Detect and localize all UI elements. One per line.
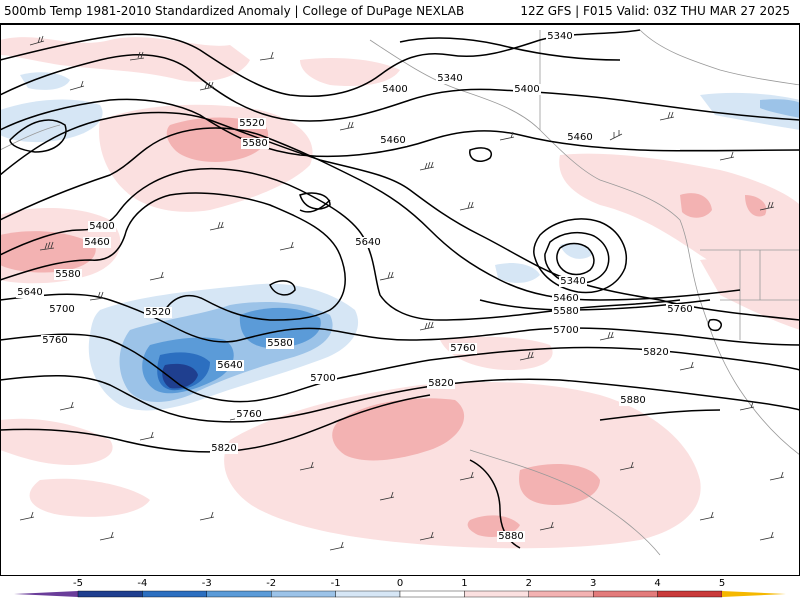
- colorbar-tick-labels: -5 -4 -3 -2 -1 0 1 2 3 4 5: [73, 578, 725, 589]
- svg-text:5760: 5760: [667, 304, 692, 315]
- colorbar-segment: [657, 590, 723, 598]
- contour-label: 5340: [547, 31, 572, 42]
- contour-label: 5580: [242, 138, 267, 149]
- colorbar-tick-label: -1: [331, 578, 341, 589]
- colorbar-tick-label: -2: [266, 578, 276, 589]
- contour-label: 5760: [450, 343, 475, 354]
- colorbar-tick-label: 0: [397, 578, 403, 589]
- contour-labels: 5340 5340 5400 5400 5460 5460 5520 5580 …: [16, 31, 670, 542]
- colorbar-segment: [528, 590, 594, 598]
- colorbar-segment: [206, 590, 272, 598]
- model-run-info: 12Z GFS | F015 Valid: 03Z THU MAR 27 202…: [520, 4, 790, 18]
- contour-label: 5400: [382, 84, 407, 95]
- wind-barbs: [19, 35, 785, 551]
- contour-label: 5700: [49, 304, 74, 315]
- colorbar-extend-high: [722, 591, 786, 597]
- contour-label: 5520: [145, 307, 170, 318]
- colorbar-tick-label: -5: [73, 578, 83, 589]
- strong-warm-anomaly: [0, 117, 767, 537]
- contour-label: 5580: [553, 306, 578, 317]
- contour-label: 5700: [310, 373, 335, 384]
- colorbar-segment: [271, 590, 336, 598]
- colorbar-segments: [14, 590, 786, 598]
- contour-label: 5760: [236, 409, 261, 420]
- colorbar-tick-label: -4: [137, 578, 147, 589]
- title-bar: 500mb Temp 1981-2010 Standardized Anomal…: [0, 0, 800, 24]
- contour-label: 5460: [553, 293, 578, 304]
- contour-label: 5460: [380, 135, 405, 146]
- contour-label: 5580: [267, 338, 292, 349]
- contour-label: 5640: [17, 287, 42, 298]
- map-title: 500mb Temp 1981-2010 Standardized Anomal…: [4, 4, 465, 18]
- contour-label: 5760: [42, 335, 67, 346]
- contour-label: 5820: [211, 443, 236, 454]
- map-canvas: 5340 5340 5400 5400 5460 5460 5520 5580 …: [0, 24, 800, 576]
- contour-label: 5700: [553, 325, 578, 336]
- colorbar-svg: -5 -4 -3 -2 -1 0 1 2 3 4 5: [14, 578, 786, 598]
- colorbar-segment: [399, 590, 465, 598]
- colorbar-segment: [77, 590, 143, 598]
- contour-label: 5400: [514, 84, 539, 95]
- contour-label: 5400: [89, 221, 114, 232]
- contour-label: 5460: [84, 237, 109, 248]
- colorbar-segment: [593, 590, 658, 598]
- contour-label: 5880: [620, 395, 645, 406]
- contour-label: 5580: [55, 269, 80, 280]
- colorbar-extend-low: [14, 591, 78, 597]
- colorbar-segment: [464, 590, 529, 598]
- colorbar-segment: [335, 590, 401, 598]
- colorbar-tick-label: 4: [654, 578, 660, 589]
- contour-label: 5340: [437, 73, 462, 84]
- contour-label: 5520: [239, 118, 264, 129]
- colorbar-tick-label: 2: [526, 578, 532, 589]
- colorbar-tick-label: 3: [590, 578, 596, 589]
- anomaly-colorbar: -5 -4 -3 -2 -1 0 1 2 3 4 5: [0, 574, 800, 600]
- contour-label: 5640: [217, 360, 242, 371]
- contour-label: 5460: [567, 132, 592, 143]
- colorbar-tick-label: 1: [461, 578, 467, 589]
- contour-label: 5820: [643, 347, 668, 358]
- contour-label-5760-east: 5760: [666, 304, 694, 315]
- contour-label: 5820: [428, 378, 453, 389]
- contour-label: 5880: [498, 531, 523, 542]
- contour-label: 5640: [355, 237, 380, 248]
- contour-label: 5340: [560, 276, 585, 287]
- colorbar-tick-label: -3: [202, 578, 212, 589]
- weather-map: 5340 5340 5400 5400 5460 5460 5520 5580 …: [0, 24, 800, 576]
- height-contours: [0, 29, 800, 549]
- colorbar-tick-label: 5: [719, 578, 725, 589]
- colorbar-segment: [142, 590, 207, 598]
